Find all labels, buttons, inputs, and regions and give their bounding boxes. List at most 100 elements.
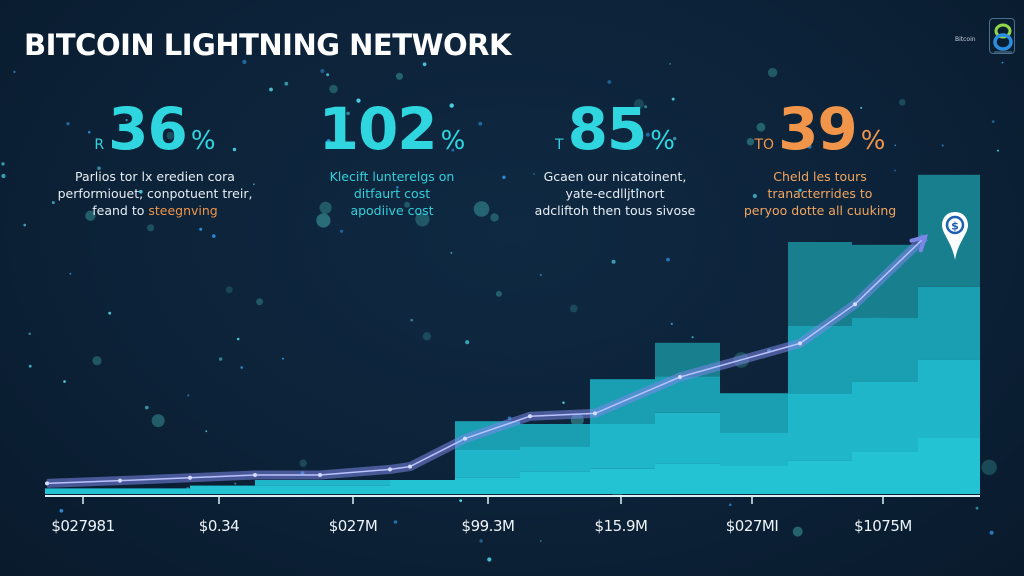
particle — [346, 111, 350, 116]
particle — [410, 318, 414, 322]
particle — [422, 62, 427, 67]
particle — [607, 80, 612, 84]
particle — [145, 405, 149, 410]
bar-segment — [788, 326, 852, 394]
particle — [644, 105, 647, 109]
particle — [395, 72, 403, 80]
trend-line-point — [45, 481, 49, 486]
bar-segment — [590, 468, 655, 494]
particle — [941, 144, 944, 147]
particle — [299, 459, 307, 467]
trend-line — [46, 236, 926, 485]
trend-line-point — [463, 436, 467, 441]
particle — [282, 357, 284, 360]
trend-arrow-head — [909, 234, 929, 253]
bar-segment — [720, 466, 788, 494]
svg-text:$: $ — [951, 220, 959, 233]
particle — [1001, 61, 1004, 64]
particle — [256, 298, 264, 306]
particle — [807, 144, 812, 149]
stat-card-102: 102 % Klecift lunterelgs on ditfaurt cos… — [282, 100, 502, 219]
bar-segment — [520, 471, 590, 494]
particle — [28, 364, 32, 368]
particle — [236, 337, 240, 341]
stat-desc-line: ditfaurt cost — [353, 186, 431, 201]
bar-segment — [852, 317, 918, 382]
particle — [487, 557, 492, 562]
particle — [562, 401, 565, 404]
bar-segment — [45, 488, 190, 494]
particle — [319, 201, 332, 214]
particle — [225, 286, 233, 294]
particle — [166, 131, 175, 140]
particle — [63, 380, 66, 383]
particle — [989, 530, 994, 535]
bar-segment — [852, 382, 918, 452]
particle — [798, 188, 802, 192]
particle — [147, 224, 155, 232]
bar-segment — [918, 286, 980, 360]
particle — [66, 122, 70, 126]
bar-segment — [655, 412, 720, 464]
particle — [28, 332, 31, 335]
particle — [767, 67, 778, 78]
particle — [502, 175, 506, 179]
particle — [13, 70, 16, 73]
particle — [326, 139, 331, 144]
particle — [232, 147, 237, 152]
trend-line-point — [853, 302, 857, 307]
particle — [269, 87, 273, 92]
particle — [316, 213, 331, 228]
particle — [415, 212, 430, 227]
stat-desc-line: Gcaen our nicatoinent, — [543, 169, 687, 184]
particle — [284, 81, 289, 86]
particle — [234, 482, 237, 485]
particle — [894, 169, 896, 172]
particle — [495, 290, 502, 297]
x-tick-label: $0.34 — [198, 517, 240, 535]
particle — [479, 539, 483, 543]
stat-value: 85 — [567, 95, 648, 163]
x-tick-label: $027M — [328, 517, 378, 535]
particle — [212, 234, 216, 238]
bar-segment — [655, 463, 720, 494]
particle — [991, 120, 995, 123]
stat-description: Parlios tor lx eredien cora performiouet… — [45, 168, 265, 219]
stat-prefix: R — [94, 137, 105, 153]
particle — [51, 201, 55, 205]
x-tick-label: $027MI — [725, 517, 779, 535]
trend-line-point — [593, 411, 597, 416]
bar-segment — [720, 393, 788, 433]
particle — [633, 131, 636, 134]
stat-unit: % — [190, 126, 216, 156]
particle — [569, 304, 578, 313]
bar-segment — [520, 446, 590, 472]
particle — [666, 257, 670, 262]
logo-text: Bitcoin — [955, 36, 976, 43]
bar-segment — [918, 438, 980, 494]
particle — [752, 193, 758, 199]
particle — [756, 122, 766, 132]
bar-segment — [788, 460, 852, 494]
particle — [860, 106, 863, 109]
particle — [139, 189, 143, 194]
x-tick-label: $027981 — [51, 517, 115, 535]
stat-prefix: T — [555, 137, 564, 153]
bar-segment — [255, 480, 320, 486]
particle — [69, 272, 72, 275]
stat-unit: % — [860, 126, 886, 156]
trend-line-point — [528, 414, 532, 419]
particle — [533, 173, 535, 175]
particle — [539, 274, 542, 276]
particle — [898, 99, 906, 106]
stat-desc-line: Klecift lunterelgs on — [329, 169, 455, 184]
bar-segment — [455, 449, 520, 478]
particle — [670, 322, 673, 325]
particle — [573, 117, 576, 120]
particle — [92, 356, 102, 366]
trend-line-point — [388, 467, 392, 472]
particle — [240, 366, 244, 369]
particle — [894, 144, 897, 147]
particle — [151, 414, 165, 428]
x-tick-label: $15.9M — [594, 517, 648, 535]
